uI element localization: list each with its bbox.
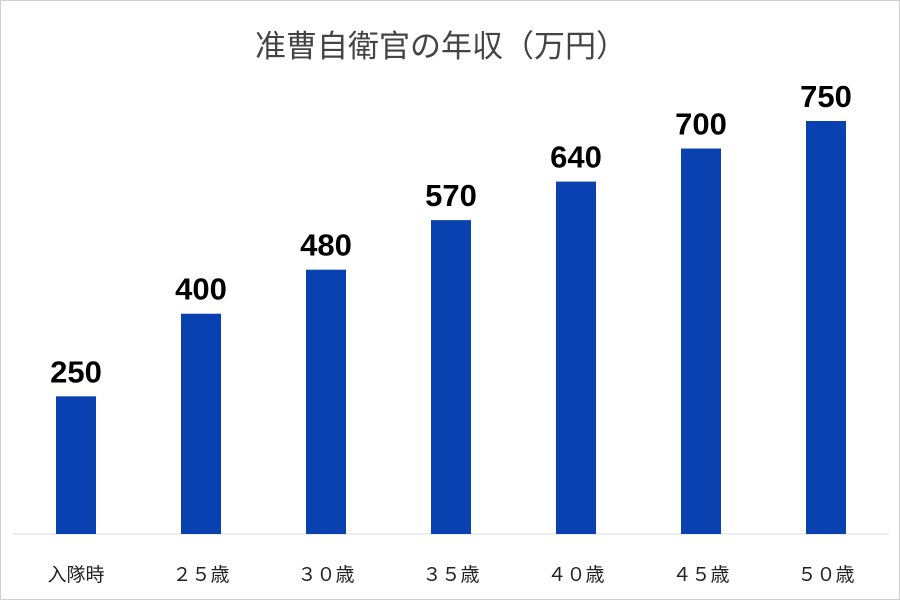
bar-2 bbox=[306, 269, 346, 534]
bar-1 bbox=[181, 313, 221, 534]
bar-0 bbox=[56, 396, 96, 534]
data-label-5: 700 bbox=[675, 107, 727, 142]
x-tick-label-0: 入隊時 bbox=[47, 564, 104, 586]
x-tick-label-6: ５０歳 bbox=[797, 564, 854, 586]
data-label-4: 640 bbox=[550, 140, 602, 175]
x-tick-label-4: ４０歳 bbox=[547, 564, 604, 586]
bar-4 bbox=[556, 181, 596, 534]
data-label-2: 480 bbox=[300, 228, 352, 263]
x-tick-label-5: ４５歳 bbox=[672, 564, 729, 586]
data-label-3: 570 bbox=[425, 178, 477, 213]
data-label-0: 250 bbox=[50, 354, 102, 389]
x-tick-label-3: ３５歳 bbox=[422, 564, 479, 586]
x-tick-label-2: ３０歳 bbox=[297, 564, 354, 586]
chart-title: 准曹自衛官の年収（万円） bbox=[255, 29, 627, 65]
bar-3 bbox=[431, 220, 471, 534]
bar-5 bbox=[681, 148, 721, 535]
bar-6 bbox=[806, 121, 846, 534]
data-label-6: 750 bbox=[800, 79, 852, 114]
x-tick-label-1: ２５歳 bbox=[172, 564, 229, 586]
data-label-1: 400 bbox=[175, 272, 227, 307]
